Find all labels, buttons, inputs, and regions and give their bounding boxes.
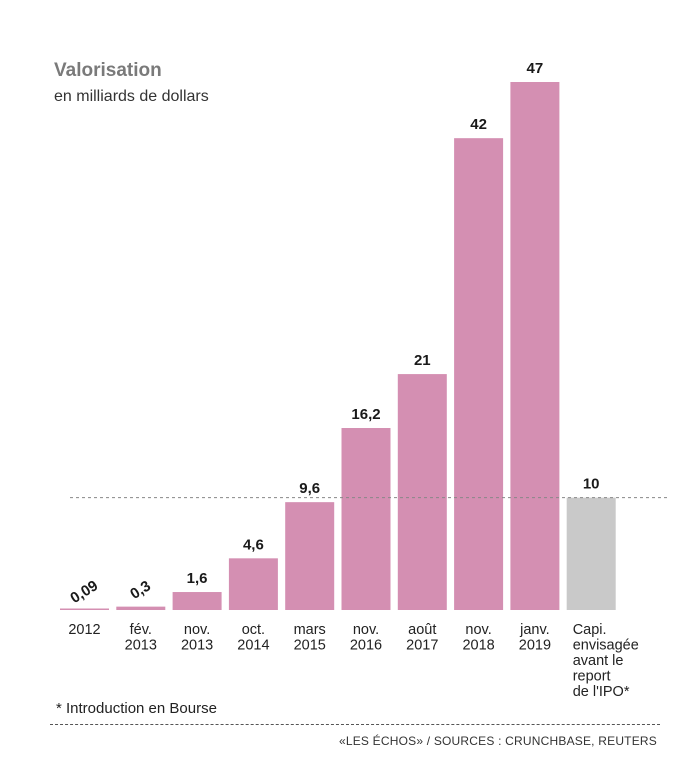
footnote: * Introduction en Bourse <box>56 700 217 717</box>
bar-1 <box>116 606 166 610</box>
bar-5 <box>341 428 391 610</box>
chart-title: Valorisation <box>54 60 162 81</box>
bars-group <box>60 82 616 610</box>
x-tick-label-6: août 2017 <box>406 622 438 654</box>
value-labels-group: 0,09 0,3 1,6 4,6 9,6 16,2 21 42 47 10 <box>67 60 599 607</box>
bar-9 <box>566 497 616 610</box>
x-tick-label-1: fév. 2013 <box>125 622 157 654</box>
bar-8 <box>510 82 560 610</box>
footer-divider <box>50 724 660 725</box>
bar-3 <box>228 558 278 610</box>
value-label-8: 47 <box>527 60 544 77</box>
x-tick-label-9: Capi. envisagée avant le report de l'IPO* <box>573 622 639 700</box>
bar-0 <box>60 608 109 610</box>
value-label-9: 10 <box>583 476 600 493</box>
value-label-2: 1,6 <box>187 570 208 587</box>
x-tick-label-8: janv. 2019 <box>519 622 551 654</box>
source-credit: «LES ÉCHOS» / SOURCES : CRUNCHBASE, REUT… <box>338 734 657 748</box>
chart-subtitle: en milliards de dollars <box>54 88 209 105</box>
x-tick-label-0: 2012 <box>68 622 100 638</box>
value-label-3: 4,6 <box>243 536 264 553</box>
x-tick-labels-group: 2012 fév. 2013 nov. 2013 oct. 2014 mars 2015 nov.… <box>68 622 638 700</box>
value-label-7: 42 <box>470 116 487 133</box>
bar-2 <box>172 592 222 610</box>
x-tick-label-2: nov. 2013 <box>181 622 213 654</box>
bar-6 <box>397 374 447 610</box>
value-label-4: 9,6 <box>299 480 320 497</box>
value-label-1: 0,3 <box>127 577 154 602</box>
x-tick-label-4: mars 2015 <box>294 622 326 654</box>
value-label-6: 21 <box>414 352 431 369</box>
bar-7 <box>454 138 504 610</box>
value-label-0: 0,09 <box>67 577 101 607</box>
bar-4 <box>285 502 335 610</box>
x-tick-label-7: nov. 2018 <box>462 622 494 654</box>
x-tick-label-5: nov. 2016 <box>350 622 382 654</box>
x-tick-label-3: oct. 2014 <box>237 622 269 654</box>
value-label-5: 16,2 <box>351 406 380 423</box>
